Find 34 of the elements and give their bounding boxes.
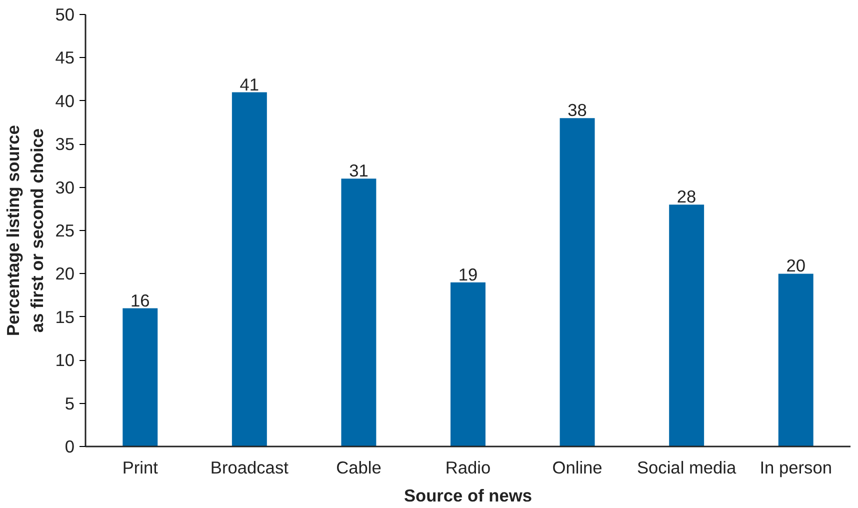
x-tick-label: Broadcast (210, 458, 289, 478)
bar (341, 178, 376, 446)
data-label: 16 (130, 290, 150, 310)
y-tick-label: 45 (55, 48, 75, 68)
data-label: 19 (458, 264, 478, 284)
y-tick-label: 25 (55, 220, 75, 240)
y-tick-label: 15 (55, 306, 75, 327)
y-tick-label: 10 (55, 350, 75, 370)
bar (778, 274, 814, 446)
x-tick-label: Radio (445, 458, 491, 478)
data-label: 31 (349, 160, 368, 181)
y-tick-label: 30 (55, 177, 75, 198)
data-label: 28 (676, 186, 696, 207)
data-label: 41 (240, 74, 260, 94)
y-tick-label: 5 (64, 393, 75, 414)
bar (669, 204, 704, 446)
bar (122, 308, 158, 446)
bar (450, 282, 486, 446)
bar (232, 92, 267, 446)
y-tick-label: 50 (55, 4, 75, 24)
x-axis-title: Source of news (404, 486, 532, 506)
x-tick-label: In person (760, 458, 832, 478)
x-tick-label: Cable (336, 458, 382, 478)
x-tick-label: Print (122, 458, 158, 478)
y-tick-label: 0 (64, 436, 75, 456)
x-tick-label: Online (552, 458, 602, 478)
data-label: 38 (568, 100, 587, 120)
y-tick-label: 40 (55, 90, 75, 111)
data-label: 20 (786, 256, 806, 276)
x-tick-label: Social media (636, 458, 737, 478)
y-tick-label: 35 (55, 134, 75, 154)
y-tick-label: 20 (55, 264, 75, 284)
bar (560, 118, 595, 446)
y-axis-title: Percentage listing source as first or second choice (3, 124, 48, 336)
